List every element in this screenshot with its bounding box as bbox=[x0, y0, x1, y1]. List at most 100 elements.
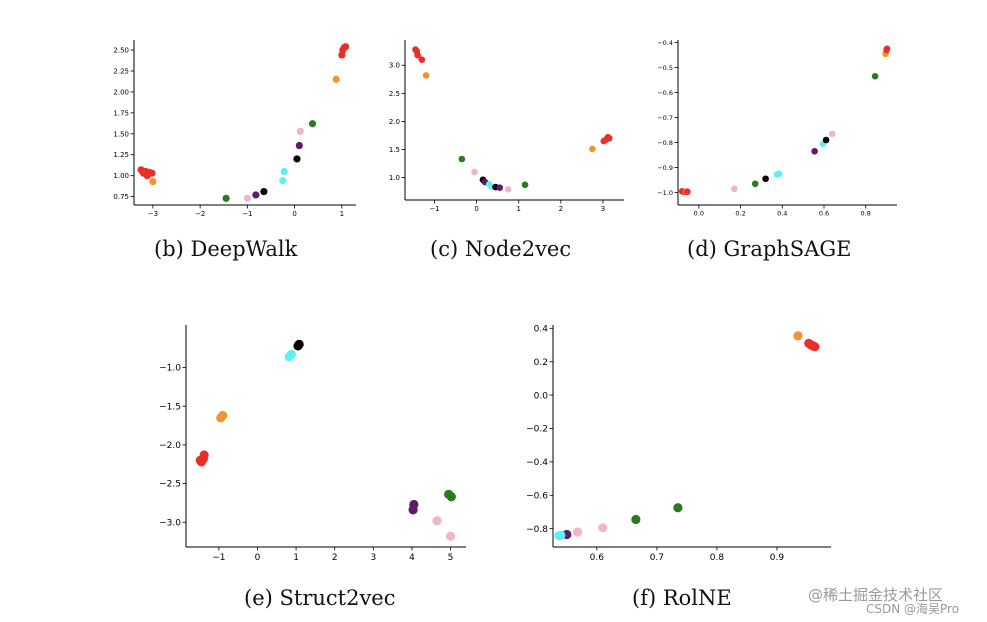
data-point-cyan bbox=[286, 349, 297, 359]
data-point-orange bbox=[332, 75, 340, 83]
y-tick-label: −0.4 bbox=[526, 458, 548, 468]
x-tick-label: 0.7 bbox=[650, 553, 664, 563]
data-point-pink bbox=[504, 186, 512, 193]
data-point-black bbox=[260, 187, 268, 196]
panel-graphsage: 0.0 0.2 0.4 0.6 0.8 −1.0 −0.9 −0.8 −0.7 −0.6 −0.5 −… bbox=[657, 39, 897, 218]
x-tick-label: 3 bbox=[370, 553, 376, 563]
x-tick-label: 0.8 bbox=[710, 553, 725, 563]
data-point-pink bbox=[829, 130, 836, 138]
data-point-red bbox=[605, 134, 613, 142]
y-tick-label: 2.00 bbox=[113, 88, 129, 96]
caption-struct2vec: (e) Struct2vec bbox=[244, 586, 396, 610]
x-tick-label: 0 bbox=[292, 210, 296, 218]
y-tick-label: −3.0 bbox=[159, 518, 181, 528]
x-tick-label: 0.4 bbox=[777, 210, 787, 218]
y-tick-label: −0.2 bbox=[526, 425, 548, 435]
x-tick-label: −2 bbox=[195, 210, 205, 218]
y-tick-label: −2.0 bbox=[159, 441, 181, 451]
y-tick-label: 1.5 bbox=[389, 146, 400, 154]
x-tick-label: 1 bbox=[340, 210, 344, 218]
x-tick-label: −1 bbox=[242, 210, 252, 218]
x-tick-label: 2 bbox=[332, 553, 338, 563]
data-point-orange bbox=[793, 331, 803, 341]
data-point-green bbox=[446, 492, 456, 502]
data-point-pink bbox=[573, 527, 583, 537]
panel-struct2vec: −1 0 1 2 3 4 5 −3.0 −2.5 −2.0 −1.5 −1.0 bbox=[159, 325, 466, 563]
y-tick-label: 1.00 bbox=[113, 172, 129, 180]
data-point-black bbox=[822, 136, 830, 144]
x-tick-label: 0.6 bbox=[819, 210, 829, 218]
y-tick-label: 2.50 bbox=[113, 47, 129, 55]
y-tick-label: −0.4 bbox=[657, 39, 673, 47]
data-point-pink bbox=[243, 194, 251, 202]
panel-node2vec: −1 0 1 2 3 1.0 1.5 2.0 2.5 3.0 bbox=[389, 40, 624, 213]
y-tick-label: −1.0 bbox=[159, 364, 181, 374]
data-point-pink bbox=[432, 516, 442, 526]
data-point-black bbox=[762, 175, 769, 183]
data-point-black bbox=[293, 155, 301, 163]
data-point-green bbox=[631, 514, 641, 525]
y-tick-label: 2.0 bbox=[389, 118, 400, 126]
data-point-green bbox=[871, 72, 879, 80]
data-point-pink bbox=[471, 168, 478, 176]
data-point-red bbox=[684, 188, 691, 196]
y-tick-label: −0.5 bbox=[657, 64, 673, 72]
y-tick-label: 1.0 bbox=[389, 174, 400, 182]
x-tick-label: 2 bbox=[559, 205, 563, 213]
x-tick-label: 0.8 bbox=[861, 210, 871, 218]
data-point-green bbox=[673, 503, 683, 513]
x-tick-label: −1 bbox=[212, 553, 225, 563]
y-tick-label: −0.9 bbox=[657, 164, 673, 172]
data-point-green bbox=[751, 180, 759, 188]
watermark-juejin: @稀土掘金技术社区 bbox=[808, 586, 944, 604]
y-tick-label: −0.8 bbox=[657, 139, 673, 147]
data-point-orange bbox=[422, 72, 430, 79]
x-tick-label: 0.9 bbox=[770, 553, 785, 563]
x-tick-label: 3 bbox=[601, 205, 605, 213]
y-tick-label: 0.0 bbox=[534, 391, 549, 401]
y-tick-label: −0.6 bbox=[657, 89, 673, 97]
x-tick-label: 1 bbox=[293, 553, 299, 563]
y-tick-label: 2.5 bbox=[389, 90, 400, 98]
y-tick-label: 0.75 bbox=[113, 193, 129, 201]
caption-node2vec: (c) Node2vec bbox=[430, 237, 572, 261]
data-point-pink bbox=[445, 531, 456, 541]
x-tick-label: −3 bbox=[148, 210, 158, 218]
data-point-purple bbox=[252, 191, 260, 199]
x-tick-label: −1 bbox=[429, 205, 439, 213]
data-point-red bbox=[414, 51, 421, 59]
data-point-cyan bbox=[554, 531, 564, 541]
caption-rolne: (f) RolNE bbox=[632, 586, 732, 610]
y-tick-label: −0.8 bbox=[526, 525, 548, 535]
data-point-pink bbox=[296, 127, 304, 135]
data-point-orange bbox=[589, 145, 596, 153]
data-point-red bbox=[195, 455, 205, 465]
data-point-purple bbox=[295, 141, 303, 150]
data-point-pink bbox=[731, 185, 738, 193]
y-tick-label: 1.75 bbox=[113, 109, 129, 117]
data-point-cyan bbox=[279, 177, 287, 185]
data-point-purple bbox=[811, 147, 818, 155]
y-tick-label: −1.0 bbox=[657, 189, 673, 197]
caption-graphsage: (d) GraphSAGE bbox=[687, 237, 852, 261]
data-point-orange bbox=[149, 177, 157, 186]
data-point-green bbox=[521, 181, 529, 189]
y-tick-label: 3.0 bbox=[389, 62, 400, 70]
panel-rolne: 0.6 0.7 0.8 0.9 −0.8 −0.6 −0.4 −0.2 0.0 0.2 0.4 bbox=[526, 324, 831, 563]
data-point-cyan bbox=[280, 167, 288, 176]
data-point-orange bbox=[218, 410, 228, 421]
y-tick-label: −0.7 bbox=[657, 114, 673, 122]
y-tick-label: 1.50 bbox=[113, 130, 129, 138]
y-tick-label: 0.2 bbox=[534, 358, 548, 368]
x-tick-label: 0.2 bbox=[735, 210, 745, 218]
y-tick-label: −1.5 bbox=[159, 402, 181, 412]
data-point-red bbox=[810, 342, 820, 352]
data-point-purple bbox=[496, 184, 504, 191]
data-point-purple bbox=[408, 505, 418, 515]
data-point-red bbox=[342, 43, 350, 51]
y-tick-label: −0.6 bbox=[526, 491, 548, 501]
x-tick-label: 5 bbox=[448, 553, 454, 563]
data-point-pink bbox=[598, 523, 608, 533]
x-tick-label: 0 bbox=[474, 205, 478, 213]
